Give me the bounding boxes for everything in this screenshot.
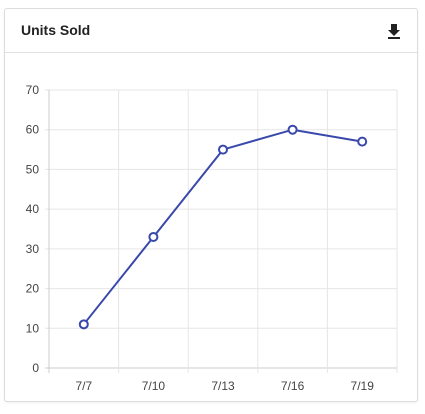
line-chart: 0 10 20 30 40 50 60 70 7/7 7/10 7/13 7/16 7/19 <box>26 83 398 393</box>
y-tick-label: 70 <box>26 83 40 97</box>
y-tick-label: 10 <box>26 321 40 335</box>
x-tick-label: 7/10 <box>142 379 166 393</box>
data-point <box>357 136 368 147</box>
x-tick-label: 7/19 <box>351 379 375 393</box>
y-tick-label: 0 <box>32 361 39 375</box>
y-tick-label: 30 <box>26 242 40 256</box>
y-tick-label: 20 <box>26 282 40 296</box>
x-tick-label: 7/16 <box>281 379 305 393</box>
y-tick-label: 60 <box>26 123 40 137</box>
download-button[interactable] <box>385 22 403 40</box>
data-point <box>218 144 228 155</box>
x-tick-label: 7/13 <box>211 379 235 393</box>
y-tick-label: 50 <box>26 162 40 176</box>
data-point <box>78 319 89 330</box>
y-tick-label: 40 <box>26 202 40 216</box>
data-point <box>148 231 159 242</box>
chart-card: Units Sold 0 10 20 30 40 50 60 70 7/7 7/10 7/13 7/1… <box>4 8 418 402</box>
x-tick-label: 7/7 <box>75 379 92 393</box>
download-icon <box>388 24 400 39</box>
data-point <box>287 124 298 135</box>
chart-area: 0 10 20 30 40 50 60 70 7/7 7/10 7/13 7/16 7/19 <box>5 53 417 402</box>
series-line <box>83 128 363 325</box>
chart-title: Units Sold <box>21 22 91 38</box>
card-header: Units Sold <box>5 9 417 53</box>
